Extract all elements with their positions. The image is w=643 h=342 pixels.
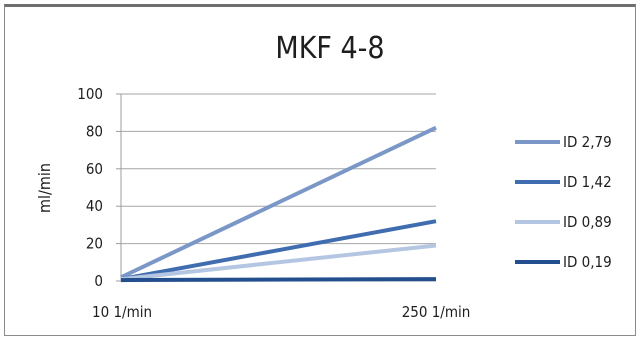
x-tick-label: 250 1/min — [402, 303, 471, 321]
series-line — [120, 277, 437, 283]
x-tick-label: 10 1/min — [92, 303, 152, 321]
y-axis-label: ml/min — [35, 163, 54, 213]
y-tick-label: 60 — [86, 160, 103, 178]
y-tick-label: 0 — [94, 272, 103, 290]
legend-label: ID 2,79 — [563, 133, 612, 151]
y-tick-label: 80 — [86, 122, 103, 140]
series-line — [120, 219, 437, 282]
legend-label: ID 0,19 — [563, 253, 612, 271]
series-line — [120, 125, 437, 280]
y-axis-ticks: 0 20 40 60 80 100 — [77, 85, 103, 290]
series-line — [120, 243, 437, 282]
y-tick-label: 20 — [86, 235, 103, 253]
legend-label: ID 1,42 — [563, 173, 612, 191]
chart-title: MKF 4-8 — [275, 31, 384, 66]
x-axis-ticks: 10 1/min 250 1/min — [92, 303, 470, 321]
legend-label: ID 0,89 — [563, 213, 612, 231]
legend: ID 2,79 ID 1,42 ID 0,89 ID 0,19 — [515, 133, 612, 271]
y-tick-label: 40 — [86, 197, 103, 215]
series-lines — [120, 125, 437, 283]
grid-lines — [116, 93, 436, 282]
y-tick-label: 100 — [77, 85, 103, 103]
